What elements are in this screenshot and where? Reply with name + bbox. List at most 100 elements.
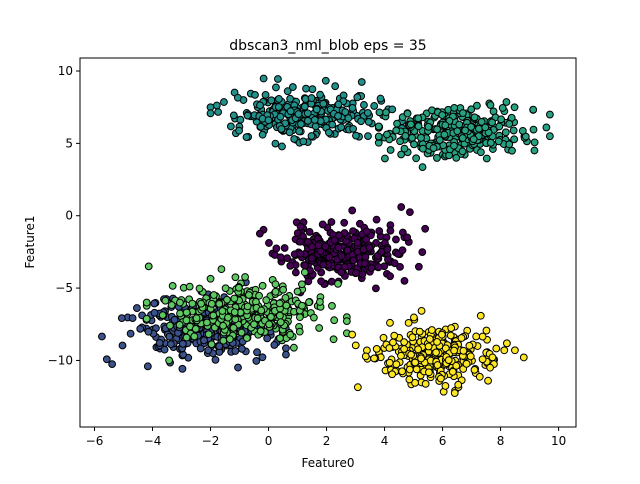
data-point-cluster-5: [478, 355, 487, 364]
data-point-cluster-1: [136, 324, 145, 333]
data-point-cluster-3: [207, 340, 216, 349]
x-tick-label: −4: [144, 434, 162, 448]
data-point-cluster-5: [454, 380, 463, 389]
data-point-cluster-4: [510, 135, 519, 144]
y-tick-label: 5: [65, 136, 73, 150]
data-point-cluster-5: [417, 354, 425, 363]
data-point-cluster-3: [271, 287, 280, 296]
data-point-cluster-0: [296, 237, 305, 246]
data-point-cluster-4: [542, 123, 551, 132]
data-point-cluster-4: [498, 104, 507, 112]
data-point-cluster-5: [385, 358, 394, 367]
data-point-cluster-3: [142, 314, 151, 323]
data-point-cluster-0: [334, 243, 343, 252]
data-point-cluster-3: [176, 298, 184, 307]
data-point-cluster-3: [276, 334, 284, 343]
data-point-cluster-0: [358, 270, 367, 279]
data-point-cluster-2: [267, 96, 276, 105]
y-tick-label: 10: [58, 64, 73, 78]
data-point-cluster-1: [234, 363, 242, 372]
data-point-cluster-1: [215, 342, 224, 351]
data-point-cluster-1: [150, 299, 159, 308]
data-point-cluster-2: [353, 93, 362, 102]
data-point-cluster-0: [325, 253, 334, 262]
data-point-cluster-2: [295, 127, 304, 136]
data-point-cluster-0: [337, 252, 346, 261]
data-point-cluster-3: [182, 333, 191, 342]
data-point-cluster-0: [280, 244, 289, 252]
data-point-cluster-5: [492, 344, 501, 353]
data-point-cluster-4: [381, 154, 389, 163]
data-point-cluster-3: [234, 283, 243, 292]
data-point-cluster-2: [364, 132, 372, 141]
data-point-cluster-4: [545, 132, 554, 141]
data-point-cluster-1: [178, 339, 187, 348]
data-point-cluster-2: [331, 82, 340, 91]
data-point-cluster-5: [436, 374, 445, 383]
y-tick-label: 0: [65, 209, 73, 223]
data-point-cluster-0: [386, 272, 395, 281]
data-point-cluster-0: [361, 253, 370, 261]
data-point-cluster-2: [278, 142, 286, 151]
data-point-cluster-0: [348, 206, 357, 215]
data-point-cluster-1: [167, 340, 175, 349]
data-point-cluster-5: [400, 345, 409, 353]
data-point-cluster-1: [126, 329, 135, 338]
data-point-cluster-0: [308, 242, 317, 251]
data-point-cluster-3: [271, 280, 280, 289]
data-point-cluster-3: [209, 311, 218, 320]
data-point-cluster-1: [231, 347, 240, 355]
data-point-cluster-3: [182, 316, 191, 325]
data-point-cluster-2: [251, 90, 259, 99]
data-point-cluster-0: [406, 208, 414, 217]
data-point-cluster-3: [142, 298, 151, 307]
data-point-cluster-3: [241, 273, 249, 281]
data-point-cluster-2: [212, 101, 221, 110]
data-point-cluster-2: [226, 122, 235, 131]
data-point-cluster-3: [219, 336, 228, 345]
data-point-cluster-2: [357, 117, 365, 126]
data-point-cluster-0: [337, 268, 346, 277]
data-point-cluster-2: [274, 103, 283, 111]
data-point-cluster-5: [414, 345, 423, 354]
data-point-cluster-4: [453, 127, 462, 136]
data-point-cluster-1: [204, 346, 213, 355]
data-point-cluster-5: [447, 324, 456, 332]
data-point-cluster-4: [467, 105, 476, 114]
data-point-cluster-5: [421, 379, 430, 388]
data-point-cluster-0: [321, 242, 330, 251]
data-point-cluster-0: [255, 229, 264, 238]
data-point-cluster-4: [545, 110, 554, 119]
data-point-cluster-1: [160, 345, 169, 354]
data-point-cluster-5: [438, 330, 446, 339]
x-tick-label: 8: [497, 434, 505, 448]
data-point-cluster-5: [452, 361, 461, 370]
data-point-cluster-1: [102, 355, 111, 364]
data-point-cluster-2: [321, 76, 330, 85]
data-point-cluster-0: [319, 260, 328, 269]
data-point-cluster-5: [462, 359, 471, 368]
x-tick-label: 6: [439, 434, 447, 448]
data-point-cluster-3: [215, 299, 224, 308]
data-point-cluster-3: [295, 313, 304, 322]
data-point-cluster-2: [258, 130, 267, 139]
data-point-cluster-3: [206, 274, 215, 283]
data-point-cluster-2: [256, 122, 265, 131]
data-point-cluster-2: [275, 95, 283, 103]
data-point-cluster-4: [475, 124, 483, 133]
data-point-cluster-5: [450, 346, 459, 355]
data-point-cluster-0: [367, 264, 376, 273]
data-point-cluster-5: [351, 341, 360, 350]
data-point-cluster-3: [279, 285, 288, 294]
data-point-cluster-5: [379, 333, 388, 342]
data-point-cluster-2: [337, 123, 346, 132]
data-point-cluster-2: [303, 116, 312, 125]
data-point-cluster-4: [495, 122, 504, 131]
data-point-cluster-3: [237, 328, 246, 337]
data-point-cluster-0: [397, 203, 406, 211]
data-point-cluster-2: [311, 122, 320, 131]
data-point-cluster-4: [417, 133, 425, 142]
data-point-cluster-1: [211, 355, 220, 364]
data-points: [98, 74, 554, 397]
